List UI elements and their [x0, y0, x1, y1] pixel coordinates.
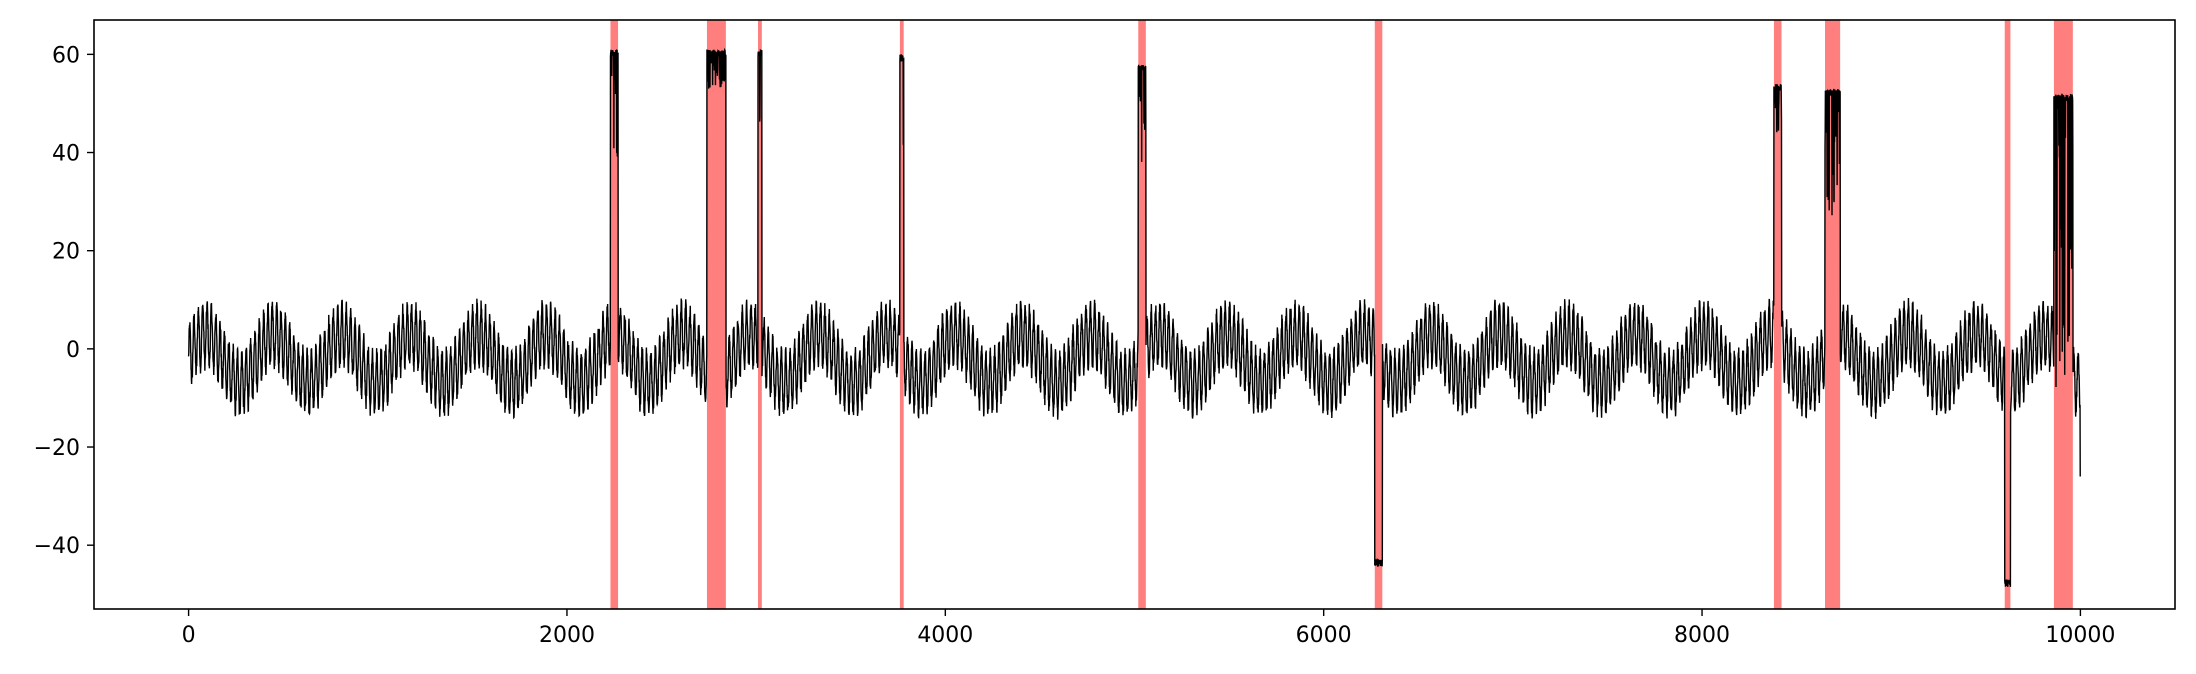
y-tick-label: 20: [52, 240, 80, 265]
y-tick-label: 60: [52, 43, 80, 68]
highlight-spans: [610, 20, 2073, 609]
x-tick-label: 0: [182, 623, 196, 648]
y-tick-label: −40: [34, 534, 80, 559]
plot-frame: [93, 19, 2176, 610]
series-line: [187, 47, 2081, 587]
y-axis: −40 −20 0 20 40 60: [34, 43, 94, 559]
highlight-span: [1138, 20, 1146, 609]
x-tick-label: 4000: [917, 623, 973, 648]
highlight-span: [758, 20, 762, 609]
highlight-span: [1374, 20, 1383, 609]
highlight-span: [2004, 20, 2011, 609]
x-tick-label: 10000: [2045, 623, 2115, 648]
y-tick-label: −20: [34, 436, 80, 461]
x-tick-label: 6000: [1296, 623, 1352, 648]
highlight-span: [1773, 20, 1782, 609]
highlight-span: [899, 20, 904, 609]
highlight-span: [706, 20, 726, 609]
highlight-span: [610, 20, 619, 609]
y-tick-label: 40: [52, 142, 80, 167]
x-tick-label: 2000: [539, 623, 595, 648]
y-tick-label: 0: [66, 338, 80, 363]
x-axis: 0 2000 4000 6000 8000 10000: [182, 609, 2115, 648]
x-tick-label: 8000: [1674, 623, 1730, 648]
series-layer: [187, 47, 2081, 587]
